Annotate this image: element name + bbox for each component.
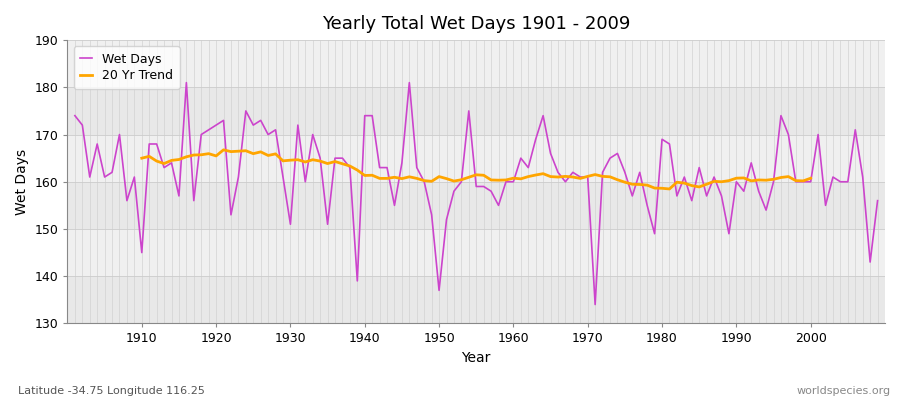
Text: worldspecies.org: worldspecies.org xyxy=(796,386,891,396)
Text: Latitude -34.75 Longitude 116.25: Latitude -34.75 Longitude 116.25 xyxy=(18,386,205,396)
Bar xyxy=(68,40,885,87)
Wet Days xyxy=(516,156,526,160)
Bar xyxy=(68,87,885,134)
Wet Days xyxy=(590,302,600,307)
Bar xyxy=(68,276,885,324)
20 Yr Trend xyxy=(300,160,310,164)
Bar xyxy=(68,134,885,182)
Y-axis label: Wet Days: Wet Days xyxy=(15,149,29,215)
Line: Wet Days: Wet Days xyxy=(75,83,878,304)
Bar xyxy=(68,182,885,229)
Wet Days xyxy=(129,175,140,180)
Wet Days xyxy=(181,80,192,85)
20 Yr Trend xyxy=(226,149,237,154)
Wet Days xyxy=(872,198,883,203)
20 Yr Trend xyxy=(315,159,326,164)
Bar xyxy=(68,229,885,276)
Wet Days xyxy=(345,165,356,170)
20 Yr Trend xyxy=(716,179,727,184)
20 Yr Trend xyxy=(664,186,675,191)
Wet Days xyxy=(508,179,518,184)
20 Yr Trend xyxy=(218,148,229,152)
X-axis label: Year: Year xyxy=(462,351,490,365)
Legend: Wet Days, 20 Yr Trend: Wet Days, 20 Yr Trend xyxy=(74,46,180,89)
Wet Days xyxy=(300,179,310,184)
Line: 20 Yr Trend: 20 Yr Trend xyxy=(142,150,811,189)
Wet Days xyxy=(69,113,80,118)
20 Yr Trend xyxy=(797,178,808,183)
20 Yr Trend xyxy=(137,156,148,160)
20 Yr Trend xyxy=(806,176,816,181)
Title: Yearly Total Wet Days 1901 - 2009: Yearly Total Wet Days 1901 - 2009 xyxy=(322,15,630,33)
20 Yr Trend xyxy=(530,173,541,178)
Wet Days xyxy=(612,151,623,156)
